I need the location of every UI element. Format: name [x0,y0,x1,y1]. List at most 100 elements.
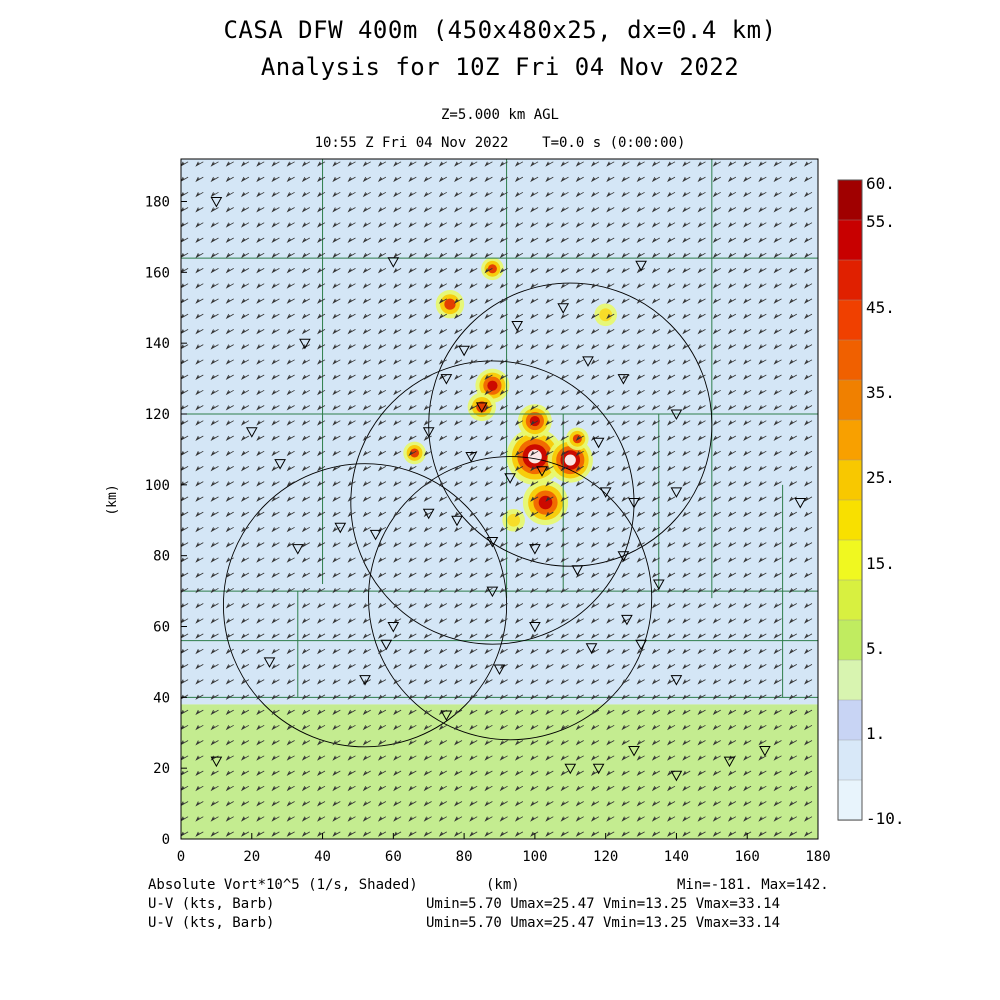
wind-barb [667,633,676,639]
wind-barb [408,511,417,518]
wind-barb [712,618,721,624]
wind-barb [636,283,645,289]
wind-barb [651,831,660,837]
wind-barb [423,191,432,198]
wind-barb [393,374,402,381]
wind-barb [484,587,493,594]
wind-barb [210,557,219,563]
wind-barb [438,724,447,731]
wind-barb [271,405,280,411]
wind-barb [499,207,508,213]
wind-barb [560,222,569,228]
wind-barb [469,344,478,350]
wind-barb [621,633,630,639]
wind-barb [271,785,280,792]
wind-barb [393,572,402,579]
wind-barb [712,359,721,365]
wind-barb [545,709,554,716]
wind-barb [667,557,676,563]
wind-barb [514,191,524,198]
wind-barb [682,222,691,228]
wind-barb [210,481,219,487]
wind-barb [301,572,310,579]
wind-barb [438,618,447,624]
wind-barb [530,161,539,167]
wind-barb [438,450,447,457]
wind-barb [530,785,539,792]
wind-barb [606,237,615,244]
wind-barb [484,313,493,320]
wind-barb [271,603,280,609]
wind-barb [377,679,387,685]
wind-barb [271,618,280,624]
wind-barb [377,344,387,350]
wind-barb [743,329,752,335]
wind-barb [317,329,326,335]
wind-barb [332,207,341,213]
wind-barb [697,496,706,502]
wind-barb [332,359,341,365]
wind-barb [377,420,387,426]
wind-barb [530,344,539,350]
wind-barb [590,542,600,548]
wind-barb [271,450,280,457]
wind-barb [575,268,584,274]
wind-barb [377,191,387,198]
wind-barb [651,222,660,228]
wind-barb [362,450,371,457]
radar-site-marker [299,338,311,350]
wind-barb [545,511,554,518]
wind-barb [530,679,539,685]
wind-barb [195,587,204,594]
wind-barb [651,770,660,777]
radar-site-marker [585,643,598,654]
colorbar-swatch [837,299,863,341]
wind-barb [301,420,310,426]
wind-barb [454,633,463,639]
wind-barb [773,633,782,639]
radar-site-marker [511,321,524,332]
wind-barb [347,359,356,365]
wind-barb [621,405,630,411]
wind-barb [286,496,295,502]
wind-barb [347,237,356,244]
wind-barb [621,466,630,472]
wind-barb [773,496,782,502]
wind-barb [317,755,326,761]
wind-barb [286,344,295,350]
wind-barb [621,222,630,228]
wind-barb [347,587,356,594]
wind-barb [788,648,797,655]
wind-barb [423,709,432,716]
wind-barb [621,709,630,716]
wind-barb [195,816,204,822]
wind-barb [332,283,341,289]
wind-barb [697,389,706,396]
wind-barb [712,801,721,807]
wind-barb [469,740,478,746]
wind-barb [530,374,539,381]
wind-barb [773,664,782,670]
wind-barb [301,298,310,304]
wind-barb [438,161,447,167]
wind-barb [682,359,691,365]
wind-barb [743,359,752,365]
wind-barb [743,450,752,457]
wind-barb [530,603,539,609]
wind-barb [758,237,767,244]
wind-barb [484,603,493,609]
wind-barb [651,557,660,563]
wind-barb [667,222,676,228]
wind-barb [804,329,813,335]
wind-barb [362,801,371,807]
wind-barb [347,785,356,792]
wind-barb [667,801,676,807]
wind-barb [408,191,417,198]
wind-barb [667,450,676,457]
wind-barb [667,268,676,274]
radar-site-marker [274,459,286,470]
wind-barb [636,344,645,350]
wind-barb [469,557,478,563]
wind-barb [286,222,295,228]
wind-barb [377,831,387,837]
